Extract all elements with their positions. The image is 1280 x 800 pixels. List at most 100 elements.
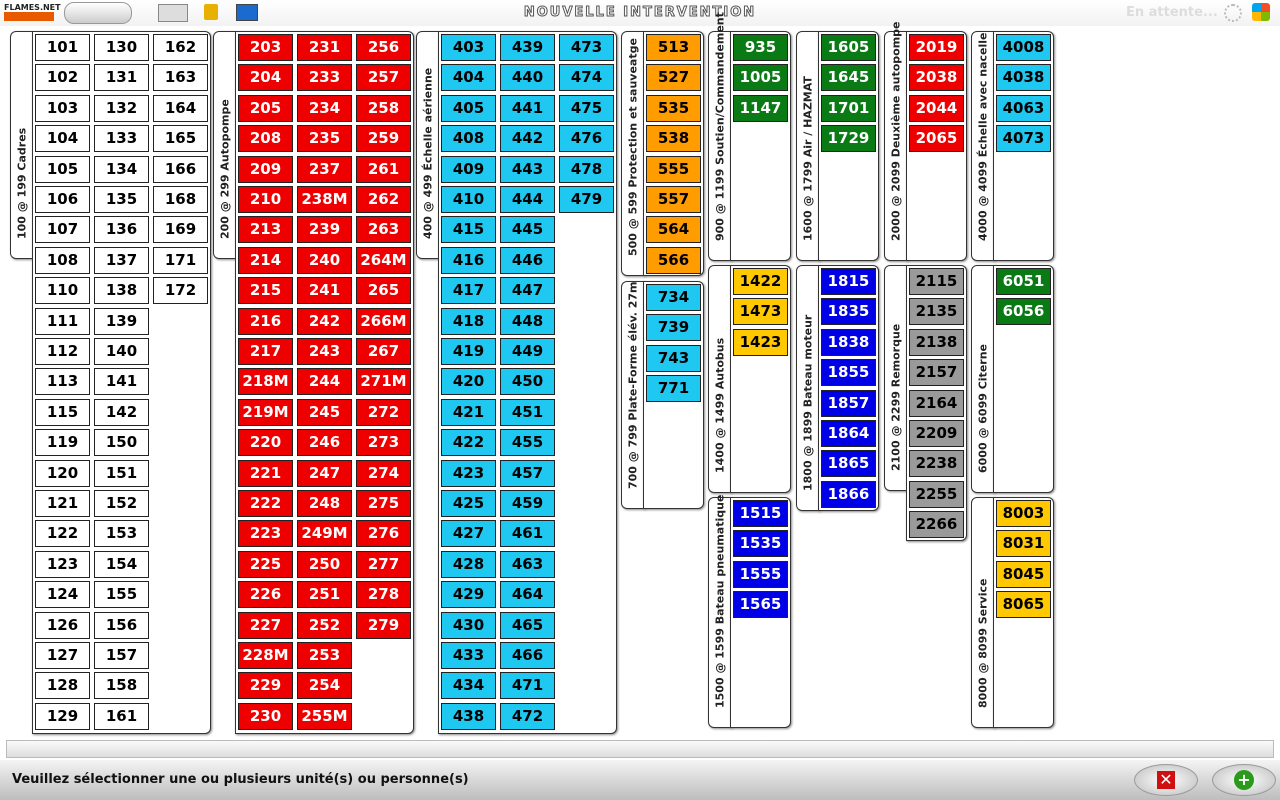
lock-icon[interactable] (204, 4, 218, 20)
unit-button[interactable]: 257 (356, 64, 411, 92)
cancel-button[interactable]: ✕ (1134, 764, 1198, 796)
unit-button[interactable]: 2238 (909, 450, 964, 478)
unit-button[interactable]: 473 (559, 34, 614, 61)
unit-button[interactable]: 216 (238, 307, 293, 335)
unit-button[interactable]: 151 (94, 459, 149, 487)
unit-button[interactable]: 205 (238, 94, 293, 122)
unit-button[interactable]: 1423 (733, 328, 788, 356)
unit-button[interactable]: 168 (153, 186, 208, 213)
unit-button[interactable]: 120 (35, 459, 90, 487)
unit-button[interactable]: 403 (441, 34, 496, 61)
unit-button[interactable]: 4063 (996, 94, 1051, 122)
unit-button[interactable]: 771 (646, 375, 701, 403)
unit-button[interactable]: 1645 (821, 64, 876, 92)
unit-button[interactable]: 229 (238, 672, 293, 700)
unit-button[interactable]: 253 (297, 642, 352, 669)
unit-button[interactable]: 263 (356, 216, 411, 244)
unit-button[interactable]: 136 (94, 216, 149, 244)
unit-button[interactable]: 8065 (996, 591, 1051, 619)
unit-button[interactable]: 203 (238, 34, 293, 61)
unit-button[interactable]: 434 (441, 672, 496, 700)
unit-button[interactable]: 259 (356, 125, 411, 153)
unit-button[interactable]: 217 (238, 338, 293, 365)
monitor-icon[interactable] (236, 4, 258, 21)
unit-button[interactable]: 214 (238, 246, 293, 274)
unit-button[interactable]: 423 (441, 459, 496, 487)
unit-button[interactable]: 418 (441, 307, 496, 335)
unit-button[interactable]: 210 (238, 186, 293, 213)
unit-button[interactable]: 128 (35, 672, 90, 700)
unit-button[interactable]: 1864 (821, 420, 876, 447)
unit-button[interactable]: 218M (238, 368, 293, 396)
unit-button[interactable]: 1835 (821, 298, 876, 326)
unit-button[interactable]: 1473 (733, 298, 788, 326)
unit-button[interactable]: 158 (94, 672, 149, 700)
unit-button[interactable]: 204 (238, 64, 293, 92)
unit-button[interactable]: 475 (559, 94, 614, 122)
unit-button[interactable]: 427 (441, 520, 496, 548)
unit-button[interactable]: 239 (297, 216, 352, 244)
unit-button[interactable]: 240 (297, 246, 352, 274)
unit-button[interactable]: 162 (153, 34, 208, 61)
unit-button[interactable]: 447 (500, 277, 555, 305)
unit-button[interactable]: 221 (238, 459, 293, 487)
unit-button[interactable]: 227 (238, 611, 293, 639)
unit-button[interactable]: 254 (297, 672, 352, 700)
unit-button[interactable]: 2065 (909, 125, 964, 153)
unit-button[interactable]: 220 (238, 429, 293, 457)
scrollbar[interactable] (6, 740, 1274, 758)
unit-button[interactable]: 119 (35, 429, 90, 457)
unit-button[interactable]: 442 (500, 125, 555, 153)
unit-button[interactable]: 444 (500, 186, 555, 213)
add-button[interactable]: + (1212, 764, 1276, 796)
unit-button[interactable]: 1605 (821, 34, 876, 61)
unit-button[interactable]: 246 (297, 429, 352, 457)
unit-button[interactable]: 132 (94, 94, 149, 122)
unit-button[interactable]: 251 (297, 581, 352, 609)
unit-button[interactable]: 465 (500, 611, 555, 639)
unit-button[interactable]: 261 (356, 155, 411, 183)
unit-button[interactable]: 404 (441, 64, 496, 92)
unit-button[interactable]: 1815 (821, 268, 876, 295)
unit-button[interactable]: 734 (646, 284, 701, 311)
unit-button[interactable]: 129 (35, 702, 90, 730)
unit-button[interactable]: 219M (238, 398, 293, 426)
unit-button[interactable]: 153 (94, 520, 149, 548)
unit-button[interactable]: 2164 (909, 389, 964, 417)
unit-button[interactable]: 157 (94, 642, 149, 669)
unit-button[interactable]: 1857 (821, 389, 876, 417)
unit-button[interactable]: 471 (500, 672, 555, 700)
unit-button[interactable]: 441 (500, 94, 555, 122)
unit-button[interactable]: 422 (441, 429, 496, 457)
nav-buttons[interactable] (64, 2, 132, 24)
unit-button[interactable]: 1565 (733, 591, 788, 619)
unit-button[interactable]: 265 (356, 277, 411, 305)
unit-button[interactable]: 226 (238, 581, 293, 609)
unit-button[interactable]: 408 (441, 125, 496, 153)
unit-button[interactable]: 1535 (733, 530, 788, 558)
unit-button[interactable]: 137 (94, 246, 149, 274)
unit-button[interactable]: 171 (153, 246, 208, 274)
unit-button[interactable]: 135 (94, 186, 149, 213)
unit-button[interactable]: 262 (356, 186, 411, 213)
unit-button[interactable]: 234 (297, 94, 352, 122)
unit-button[interactable]: 278 (356, 581, 411, 609)
unit-button[interactable]: 429 (441, 581, 496, 609)
unit-button[interactable]: 235 (297, 125, 352, 153)
unit-button[interactable]: 1865 (821, 450, 876, 478)
unit-button[interactable]: 8031 (996, 530, 1051, 558)
unit-button[interactable]: 279 (356, 611, 411, 639)
unit-button[interactable]: 428 (441, 550, 496, 578)
unit-button[interactable]: 243 (297, 338, 352, 365)
unit-button[interactable]: 208 (238, 125, 293, 153)
unit-button[interactable]: 275 (356, 490, 411, 517)
unit-button[interactable]: 104 (35, 125, 90, 153)
unit-button[interactable]: 1422 (733, 268, 788, 295)
unit-button[interactable]: 4073 (996, 125, 1051, 153)
unit-button[interactable]: 457 (500, 459, 555, 487)
unit-button[interactable]: 130 (94, 34, 149, 61)
unit-button[interactable]: 242 (297, 307, 352, 335)
unit-button[interactable]: 438 (441, 702, 496, 730)
unit-button[interactable]: 1866 (821, 480, 876, 508)
unit-button[interactable]: 228M (238, 642, 293, 669)
